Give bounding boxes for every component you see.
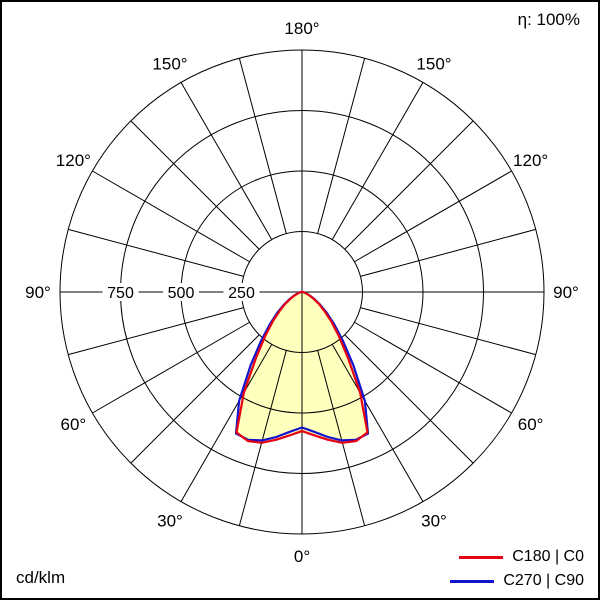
angle-label: 30°	[157, 512, 183, 531]
legend-label: C180 | C0	[512, 548, 584, 565]
grid-spoke	[68, 307, 244, 356]
grid-spoke	[331, 344, 424, 502]
grid-spoke	[344, 334, 474, 464]
radial-tick-label: 250	[228, 285, 255, 302]
angle-label: 60°	[61, 415, 87, 434]
angle-label: 120°	[56, 151, 91, 170]
grid-spoke	[360, 307, 536, 356]
intensity-curve	[235, 290, 369, 444]
angle-label: 180°	[284, 19, 319, 38]
grid-spoke	[68, 228, 244, 277]
grid-spoke	[354, 170, 512, 263]
grid-spoke	[238, 350, 287, 526]
legend-item-c180-c0: C180 | C0	[450, 545, 584, 569]
unit-label: cd/klm	[16, 568, 66, 587]
angle-label: 150°	[416, 54, 451, 73]
legend-line-blue-icon	[450, 579, 495, 583]
legend: C180 | C0 C270 | C90	[450, 545, 584, 593]
angle-label: 30°	[421, 512, 447, 531]
angle-label: 120°	[513, 151, 548, 170]
radial-label-bg	[102, 283, 139, 301]
efficiency-label: η: 100%	[517, 10, 580, 29]
grid-spoke	[180, 82, 273, 240]
legend-label: C270 | C90	[503, 572, 584, 589]
grid-spoke	[331, 82, 424, 240]
legend-line-red-icon	[459, 555, 504, 559]
grid-spoke	[130, 120, 260, 250]
grid-spoke	[317, 350, 366, 526]
grid-spoke	[354, 321, 512, 414]
grid-spoke	[92, 170, 250, 263]
angle-label: 90°	[553, 283, 579, 302]
grid-spoke	[344, 120, 474, 250]
grid-spoke	[238, 58, 287, 234]
radial-tick-label: 500	[168, 285, 195, 302]
angle-label: 90°	[25, 283, 51, 302]
radial-label-bg	[163, 283, 199, 301]
angle-label: 60°	[518, 415, 544, 434]
grid-spoke	[317, 58, 366, 234]
radial-label-bg	[223, 283, 260, 301]
radial-tick-label: 750	[107, 285, 134, 302]
angle-label: 0°	[294, 547, 310, 566]
grid-spoke	[180, 344, 273, 502]
grid-spoke	[360, 228, 536, 277]
grid-spoke	[92, 321, 250, 414]
grid-spoke	[130, 334, 260, 464]
angle-label: 150°	[152, 54, 187, 73]
legend-item-c270-c90: C270 | C90	[450, 569, 584, 593]
